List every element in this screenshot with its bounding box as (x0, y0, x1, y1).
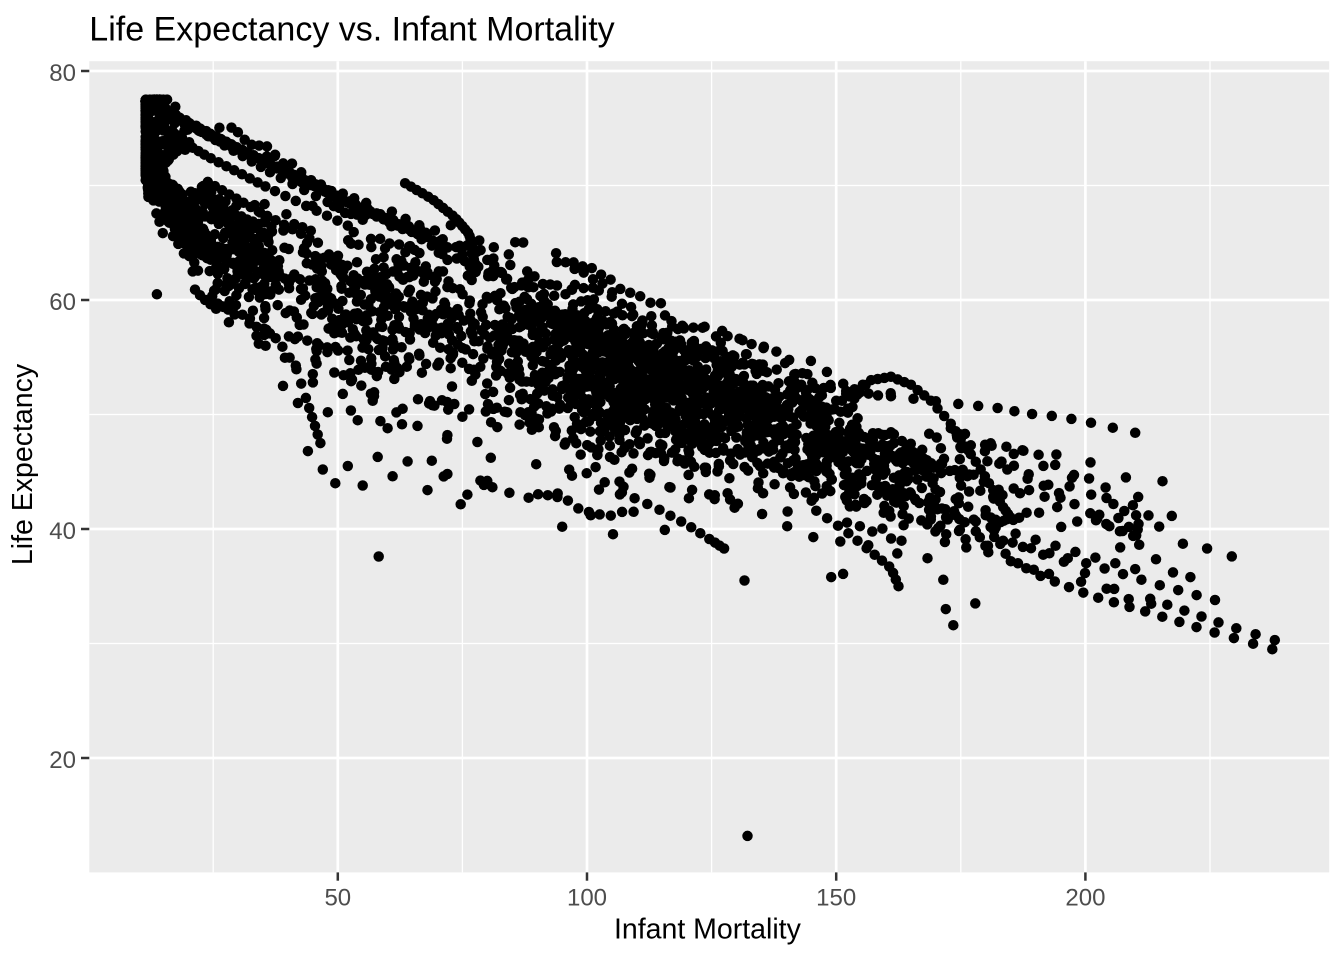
svg-text:100: 100 (567, 885, 607, 912)
svg-text:80: 80 (49, 60, 76, 87)
svg-text:Infant Mortality: Infant Mortality (614, 914, 802, 946)
svg-text:200: 200 (1065, 885, 1105, 912)
svg-text:Life Expectancy: Life Expectancy (7, 363, 39, 565)
svg-text:40: 40 (49, 518, 76, 545)
svg-text:Life Expectancy vs. Infant Mor: Life Expectancy vs. Infant Mortality (89, 11, 614, 49)
svg-text:50: 50 (324, 885, 351, 912)
svg-text:150: 150 (816, 885, 856, 912)
svg-text:60: 60 (49, 289, 76, 316)
svg-text:20: 20 (49, 747, 76, 774)
